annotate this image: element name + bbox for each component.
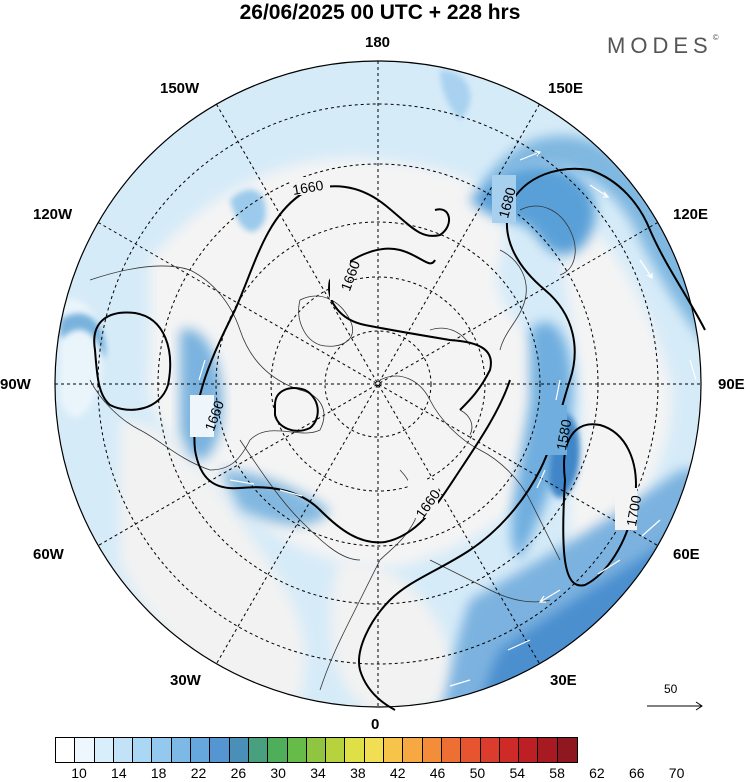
lon-label-30w: 30W: [170, 672, 201, 689]
colorbar-swatch: [56, 738, 76, 762]
coastlines: [89, 205, 576, 691]
colorbar-tick-label: 14: [111, 765, 127, 781]
colorbar-swatch: [210, 738, 230, 762]
colorbar-swatch: [499, 738, 520, 762]
brand-name: MODES: [607, 33, 713, 58]
colorbar-tick-label: 54: [509, 765, 526, 781]
contour-label: 1580: [553, 418, 574, 452]
polar-map: 1660 1660 1680 1660 1580 1660 1700: [54, 60, 706, 711]
colorbar-labels: 10 14 18 22 26 30 34 38 42 46 50 54 58 62 66 70: [55, 765, 705, 781]
contour-label: 1700: [623, 494, 644, 528]
graticule: [55, 61, 701, 707]
colorbar-tick-label: 30: [270, 765, 286, 781]
colorbar-swatch: [248, 738, 269, 762]
colorbar-swatch: [326, 738, 346, 762]
contour-label: 1680: [495, 185, 519, 219]
map-title: 26/06/2025 00 UTC + 228 hrs: [239, 1, 521, 24]
colorbar-swatch: [94, 738, 114, 762]
colorbar-swatch: [461, 738, 481, 762]
colorbar-tick-label: 58: [549, 765, 565, 781]
colorbar-tick-label: 46: [429, 765, 446, 781]
colorbar-swatch: [306, 738, 327, 762]
colorbar-swatch: [557, 738, 578, 762]
colorbar-tick-label: 42: [389, 765, 406, 781]
colorbar-swatch: [152, 738, 172, 762]
colorbar-tick-label: 66: [628, 765, 645, 781]
colorbar-tick-label: 18: [150, 765, 167, 781]
lon-label-120w: 120W: [33, 206, 73, 223]
colorbar-swatch: [403, 738, 423, 762]
wind-vectors: [198, 150, 697, 687]
colorbar-swatch: [480, 738, 500, 762]
lon-label-30e: 30E: [550, 672, 577, 689]
reference-vector-arrow-icon: [647, 701, 703, 711]
colorbar-tick-label: 62: [589, 765, 605, 781]
colorbar-swatch: [113, 738, 134, 762]
colorbar-swatch: [171, 738, 192, 762]
copyright-mark: ©: [712, 33, 719, 42]
colorbar-swatch: [268, 738, 288, 762]
colorbar-swatch: [345, 738, 365, 762]
colorbar: [55, 737, 579, 763]
map-border: [54, 60, 702, 708]
lon-label-180: 180: [365, 34, 391, 51]
lon-label-0: 0: [371, 716, 380, 733]
lon-label-120e: 120E: [673, 206, 709, 223]
colorbar-swatch: [519, 738, 539, 762]
colorbar-swatch: [441, 738, 462, 762]
colorbar-tick-label: 38: [350, 765, 366, 781]
colorbar-tick-label: 34: [310, 765, 326, 781]
colorbar-tick-label: 50: [469, 765, 486, 781]
colorbar-swatch: [364, 738, 385, 762]
lon-label-60w: 60W: [33, 546, 64, 563]
colorbar-swatch: [191, 738, 211, 762]
brand-logo: MODES©: [607, 33, 719, 59]
colorbar-swatch: [75, 738, 95, 762]
colorbar-tick-label: 10: [71, 765, 87, 781]
colorbar-swatch: [538, 738, 558, 762]
lon-label-60e: 60E: [673, 546, 700, 563]
lon-label-150e: 150E: [548, 80, 584, 97]
colorbar-tick-label: 22: [190, 765, 207, 781]
contour-label: 1660: [291, 177, 325, 198]
colorbar-tick-label: 26: [230, 765, 247, 781]
lon-label-150w: 150W: [160, 80, 200, 97]
reference-vector-label: 50: [664, 682, 678, 696]
colorbar-swatch: [384, 738, 404, 762]
lon-label-90w: 90W: [0, 376, 31, 393]
colorbar-swatch: [422, 738, 442, 762]
wind-shading: [55, 61, 701, 707]
colorbar-swatch: [229, 738, 249, 762]
colorbar-tick-label: 70: [668, 765, 685, 781]
lon-label-90e: 90E: [718, 376, 745, 393]
colorbar-swatch: [287, 738, 307, 762]
colorbar-swatch: [133, 738, 153, 762]
